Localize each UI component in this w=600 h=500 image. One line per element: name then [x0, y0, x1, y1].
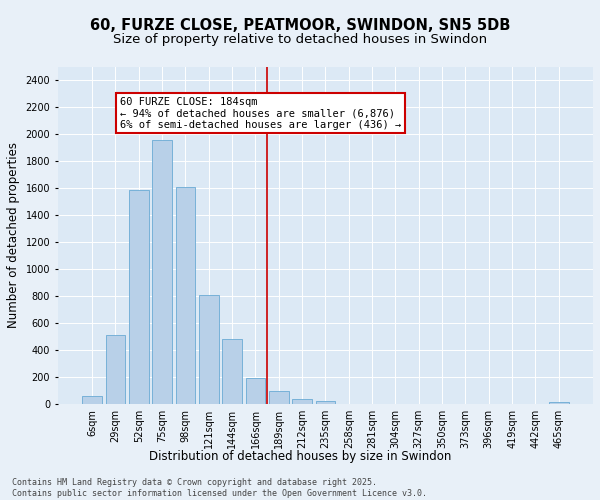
Y-axis label: Number of detached properties: Number of detached properties — [7, 142, 20, 328]
Text: 60 FURZE CLOSE: 184sqm
← 94% of detached houses are smaller (6,876)
6% of semi-d: 60 FURZE CLOSE: 184sqm ← 94% of detached… — [120, 96, 401, 130]
Bar — [106, 335, 125, 404]
Bar — [176, 187, 196, 404]
Bar — [292, 399, 312, 404]
Bar — [245, 378, 265, 404]
Text: 60, FURZE CLOSE, PEATMOOR, SWINDON, SN5 5DB: 60, FURZE CLOSE, PEATMOOR, SWINDON, SN5 … — [90, 18, 510, 32]
Bar — [199, 296, 219, 404]
Bar — [316, 401, 335, 404]
Text: Distribution of detached houses by size in Swindon: Distribution of detached houses by size … — [149, 450, 451, 463]
Text: Size of property relative to detached houses in Swindon: Size of property relative to detached ho… — [113, 32, 487, 46]
Bar — [82, 396, 102, 404]
Bar — [549, 402, 569, 404]
Bar — [152, 140, 172, 404]
Text: Contains HM Land Registry data © Crown copyright and database right 2025.
Contai: Contains HM Land Registry data © Crown c… — [12, 478, 427, 498]
Bar — [269, 391, 289, 404]
Bar — [129, 190, 149, 404]
Bar — [222, 339, 242, 404]
